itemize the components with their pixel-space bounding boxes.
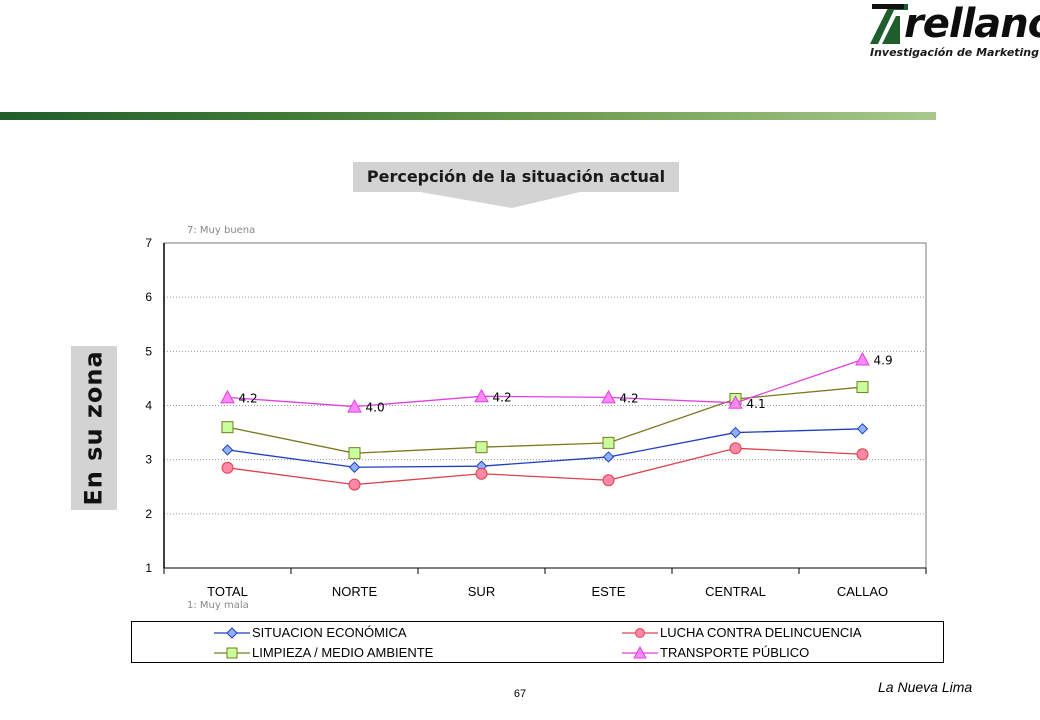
data-point <box>602 436 615 449</box>
chart-legend: SITUACION ECONÓMICA LUCHA CONTRA DELINCUE… <box>131 621 944 663</box>
data-point <box>475 441 488 454</box>
data-point <box>855 351 870 366</box>
y-tick-label: 2 <box>145 507 152 521</box>
series-line-1 <box>227 447 863 486</box>
x-tick-label: CALLAO <box>837 584 888 599</box>
arellano-logo: rellano Investigación de Marketing <box>862 0 1040 66</box>
chart-title-callout: Percepción de la situación actual <box>353 162 679 192</box>
data-label: 4.2 <box>493 390 512 404</box>
series-line-0 <box>227 428 863 468</box>
legend-swatch-icon <box>214 626 250 639</box>
x-tick-label: SUR <box>468 584 495 599</box>
data-point <box>220 389 235 404</box>
data-point <box>856 381 869 394</box>
data-point <box>347 399 362 413</box>
logo-mark-icon <box>870 4 908 44</box>
header-gradient-bar <box>0 112 936 120</box>
y-tick-label: 3 <box>145 453 152 467</box>
page-number: 67 <box>513 688 527 700</box>
scale-bottom-note: 1: Muy mala <box>187 600 249 611</box>
legend-swatch-icon <box>214 647 250 658</box>
data-point <box>729 442 742 455</box>
legend-swatch-icon <box>622 627 658 638</box>
data-point <box>221 461 234 474</box>
data-point <box>728 395 743 409</box>
x-tick-label: CENTRAL <box>705 584 766 599</box>
data-point <box>348 447 361 460</box>
data-point <box>221 421 234 434</box>
legend-item: SITUACION ECONÓMICA <box>214 625 407 640</box>
legend-label: LIMPIEZA / MEDIO AMBIENTE <box>252 645 434 660</box>
logo-wordmark: rellano <box>904 1 1040 47</box>
legend-item: TRANSPORTE PÚBLICO <box>622 645 809 660</box>
legend-swatch-icon <box>622 645 658 658</box>
logo-tagline: Investigación de Marketing <box>870 46 1040 59</box>
data-label: 4.9 <box>874 353 893 367</box>
data-point <box>856 448 869 461</box>
y-tick-label: 1 <box>145 561 152 575</box>
y-tick-label: 7 <box>145 236 152 250</box>
data-point <box>601 389 616 404</box>
y-tick-label: 5 <box>145 344 152 358</box>
legend-item: LIMPIEZA / MEDIO AMBIENTE <box>214 645 433 660</box>
series-line-2 <box>227 386 863 454</box>
data-point <box>474 388 489 403</box>
data-label: 4.2 <box>239 391 258 405</box>
x-tick-label: TOTAL <box>207 584 248 599</box>
data-label: 4.1 <box>747 397 766 411</box>
data-label: 4.2 <box>620 391 639 405</box>
data-point <box>348 478 361 491</box>
data-point <box>856 423 869 435</box>
data-point <box>602 451 615 463</box>
legend-item: LUCHA CONTRA DELINCUENCIA <box>622 625 862 640</box>
x-tick-label: ESTE <box>592 584 626 599</box>
legend-label: LUCHA CONTRA DELINCUENCIA <box>660 625 862 640</box>
scale-top-note: 7: Muy buena <box>187 225 255 236</box>
y-tick-label: 6 <box>145 290 152 304</box>
x-tick-label: NORTE <box>332 584 378 599</box>
data-point <box>729 426 742 439</box>
legend-label: TRANSPORTE PÚBLICO <box>660 645 810 660</box>
data-point <box>348 461 361 473</box>
legend-label: SITUACION ECONÓMICA <box>252 625 407 640</box>
data-point <box>602 474 615 487</box>
callout-pointer-icon <box>420 192 580 208</box>
footer-brand: La Nueva Lima <box>878 679 973 695</box>
data-point <box>221 444 234 456</box>
series-line-3 <box>227 358 863 408</box>
y-tick-label: 4 <box>145 399 152 413</box>
side-label-box: En su zona <box>71 346 117 510</box>
data-point <box>475 467 488 480</box>
data-label: 4.0 <box>366 401 385 415</box>
